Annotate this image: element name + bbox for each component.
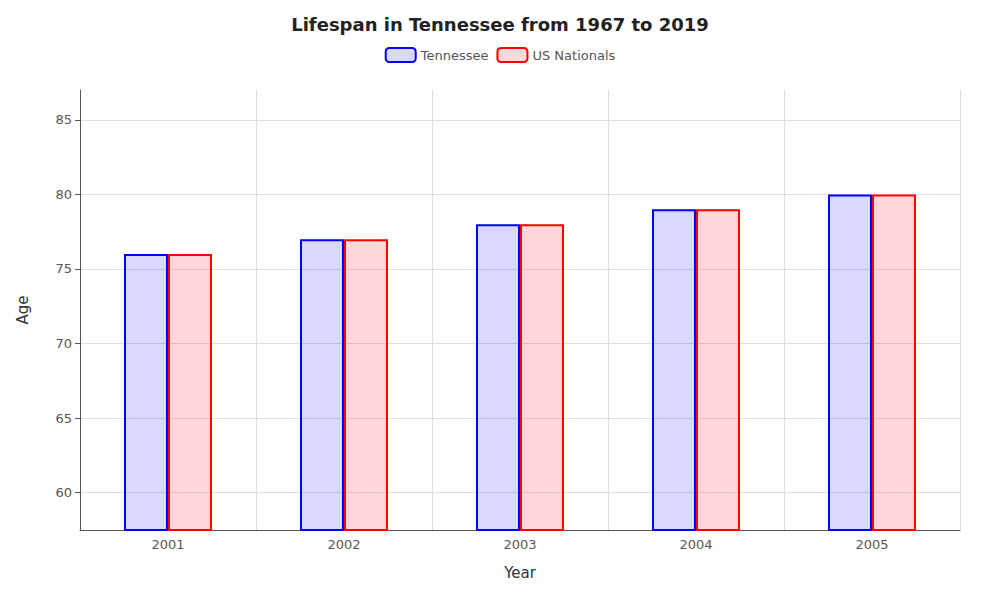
svg-text:2003: 2003 [503,537,536,552]
svg-text:2002: 2002 [327,537,360,552]
svg-text:Age: Age [14,295,32,324]
svg-text:75: 75 [55,261,72,276]
svg-text:65: 65 [55,411,72,426]
svg-text:85: 85 [55,112,72,127]
svg-text:2005: 2005 [855,537,888,552]
svg-text:2001: 2001 [151,537,184,552]
svg-text:Tennessee: Tennessee [420,48,489,63]
svg-text:Year: Year [503,564,537,582]
svg-text:80: 80 [55,187,72,202]
svg-text:70: 70 [55,336,72,351]
svg-text:Lifespan in Tennessee from 196: Lifespan in Tennessee from 1967 to 2019 [291,14,709,35]
svg-text:US Nationals: US Nationals [532,48,615,63]
svg-text:2004: 2004 [679,537,712,552]
svg-text:60: 60 [55,485,72,500]
